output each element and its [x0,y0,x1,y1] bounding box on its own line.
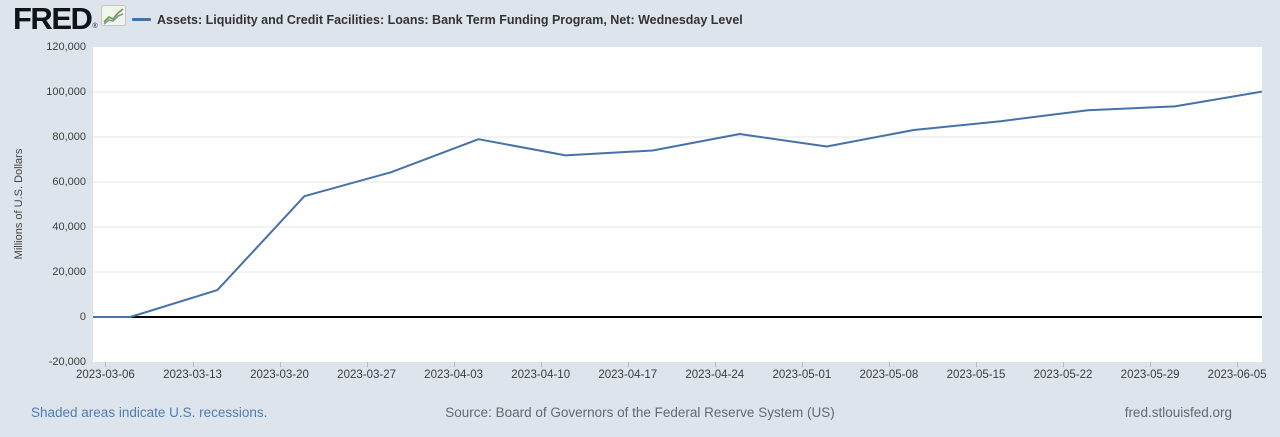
x-tick-label: 2023-05-01 [772,369,832,381]
series-legend: Assets: Liquidity and Credit Facilities:… [132,0,743,39]
y-tick-label: 0 [79,310,86,323]
x-tick-mark [714,362,716,367]
x-tick-mark [366,362,368,367]
x-tick-label: 2023-04-10 [511,369,571,381]
x-tick-mark [888,362,890,367]
x-tick-label: 2023-03-27 [337,369,396,381]
x-tick-label: 2023-03-20 [250,369,309,381]
series-title[interactable]: Assets: Liquidity and Credit Facilities:… [157,12,743,27]
x-tick-label: 2023-04-03 [424,369,483,381]
fred-logo-text: FRED [13,1,93,36]
x-tick-mark [540,362,542,367]
header: FRED ® Assets: Liquidity and Credit Faci… [0,0,1280,40]
y-tick-label: 40,000 [52,220,86,233]
y-tick-label: 60,000 [52,175,86,188]
x-tick-mark [801,362,803,367]
x-tick-mark [1150,362,1152,367]
x-tick-mark [1063,362,1064,367]
x-tick-label: 2023-05-15 [946,369,1006,381]
y-tick-label: 80,000 [52,130,86,143]
footer: Shaded areas indicate U.S. recessions. S… [0,400,1280,437]
x-axis-tick-marks [93,362,1262,368]
y-tick-label: -20,000 [48,355,86,368]
x-tick-label: 2023-05-08 [859,369,919,381]
x-tick-label: 2023-06-05 [1207,369,1267,381]
y-axis: 120,000 100,000 80,000 60,000 40,000 20,000 0 -… [0,41,86,368]
x-tick-label: 2023-03-13 [163,369,222,381]
fred-logo-chart-icon [100,5,126,31]
x-tick-label: 2023-05-22 [1033,369,1093,381]
y-tick-label: 120,000 [46,40,86,53]
y-tick-label: 100,000 [46,85,86,98]
x-tick-mark [1237,362,1239,367]
x-tick-label: 2023-03-06 [75,369,135,381]
recession-note-link[interactable]: Shaded areas indicate U.S. recessions. [31,405,268,420]
x-tick-label: 2023-04-17 [598,369,658,381]
x-tick-mark [976,362,977,367]
fred-site-link[interactable]: fred.stlouisfed.org [1124,405,1232,420]
x-axis: 2023-03-06 2023-03-13 2023-03-20 2023-03-27… [76,369,1267,385]
y-tick-label: 20,000 [52,265,86,278]
source-text: Source: Board of Governors of the Federa… [445,405,835,420]
registered-trademark: ® [92,23,98,30]
x-tick-mark [453,362,455,367]
x-tick-label: 2023-05-29 [1120,369,1180,381]
x-tick-mark [627,362,629,367]
x-tick-label: 2023-04-24 [685,369,745,381]
legend-line-swatch [132,18,151,21]
chart-canvas[interactable] [93,47,1262,362]
fred-logo[interactable]: FRED ® [13,1,126,36]
series-line[interactable] [93,90,1262,318]
x-tick-mark [105,362,107,367]
x-tick-mark [279,362,281,367]
plot-area[interactable] [93,47,1262,362]
x-tick-mark [192,362,194,367]
